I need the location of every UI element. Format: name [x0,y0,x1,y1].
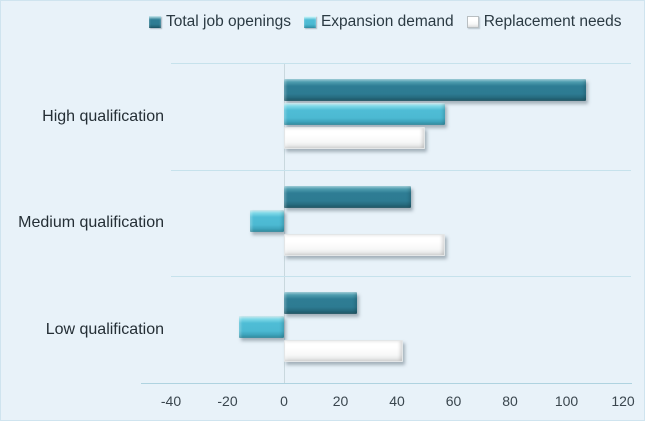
legend-label-expansion-demand: Expansion demand [320,13,454,30]
x-axis-tick-label: 20 [332,393,349,409]
bar [284,103,446,125]
x-axis-tick-label: -40 [160,393,182,409]
legend-item-total-job-openings: Total job openings [149,13,291,31]
x-axis-tick-label: 80 [502,393,518,409]
x-axis-tick-label: 0 [280,393,288,409]
x-axis-line [141,383,632,384]
legend-item-expansion-demand: Expansion demand [303,13,454,31]
bar [284,79,587,101]
x-axis-tick-label: 100 [554,393,579,409]
category-label-low: Low qualification [45,320,164,338]
plot-area [171,63,631,383]
bar [284,340,403,363]
bar [284,185,412,208]
bar [284,233,446,256]
x-axis-tick-label: 60 [445,393,462,409]
legend-marker-total-job-openings-icon [149,16,161,28]
bar [284,127,426,149]
gridline [171,276,631,278]
bar [238,316,284,339]
x-axis-tick-label: 120 [611,393,635,409]
gridline [171,63,631,64]
zero-axis-line [284,63,285,383]
gridline [171,169,631,171]
bar [250,209,284,232]
x-axis-tick-label: 40 [389,393,405,409]
x-axis-tick-label: -20 [217,393,238,409]
legend-marker-expansion-demand-icon [303,16,316,28]
legend-item-replacement-needs: Replacement needs [466,13,622,31]
legend: Total job openings Expansion demand Repl… [149,13,622,31]
category-label-high: High qualification [42,107,164,125]
legend-label-total-job-openings: Total job openings [166,13,291,30]
bar [284,292,358,315]
legend-marker-replacement-needs-icon [466,16,479,28]
category-label-medium: Medium qualification [18,213,164,231]
legend-label-replacement-needs: Replacement needs [483,13,622,30]
